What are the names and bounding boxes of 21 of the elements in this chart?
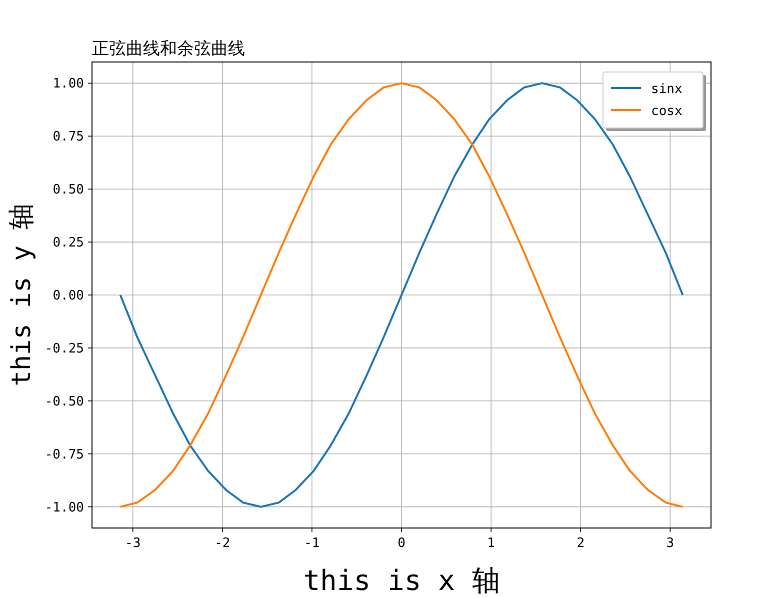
legend-label: cosx — [651, 104, 682, 119]
x-tick-label: -2 — [214, 536, 230, 551]
x-tick-label: 2 — [576, 536, 585, 551]
y-tick-label: 1.00 — [52, 76, 84, 92]
x-tick-label: -3 — [125, 536, 141, 551]
y-tick-label: 0.75 — [52, 130, 84, 145]
y-tick-label: -0.50 — [44, 394, 84, 410]
x-tick-label: 3 — [666, 536, 674, 551]
y-tick-label: -0.75 — [44, 447, 84, 462]
x-tick-label: -1 — [304, 536, 320, 551]
chart-title: 正弦曲线和余弦曲线 — [92, 39, 245, 59]
x-axis-title: this is x 轴 — [303, 564, 500, 597]
y-tick-label: 0.50 — [52, 182, 84, 198]
x-tick-label: 0 — [398, 536, 406, 551]
y-tick-label: -0.25 — [44, 341, 84, 356]
y-axis-title: this is y 轴 — [7, 204, 37, 386]
legend-label: sinx — [651, 82, 682, 97]
y-tick-label: -1.00 — [44, 500, 84, 516]
x-tick-label: 1 — [487, 536, 495, 551]
y-tick-label: 0.00 — [52, 288, 84, 304]
y-tick-label: 0.25 — [52, 236, 84, 251]
